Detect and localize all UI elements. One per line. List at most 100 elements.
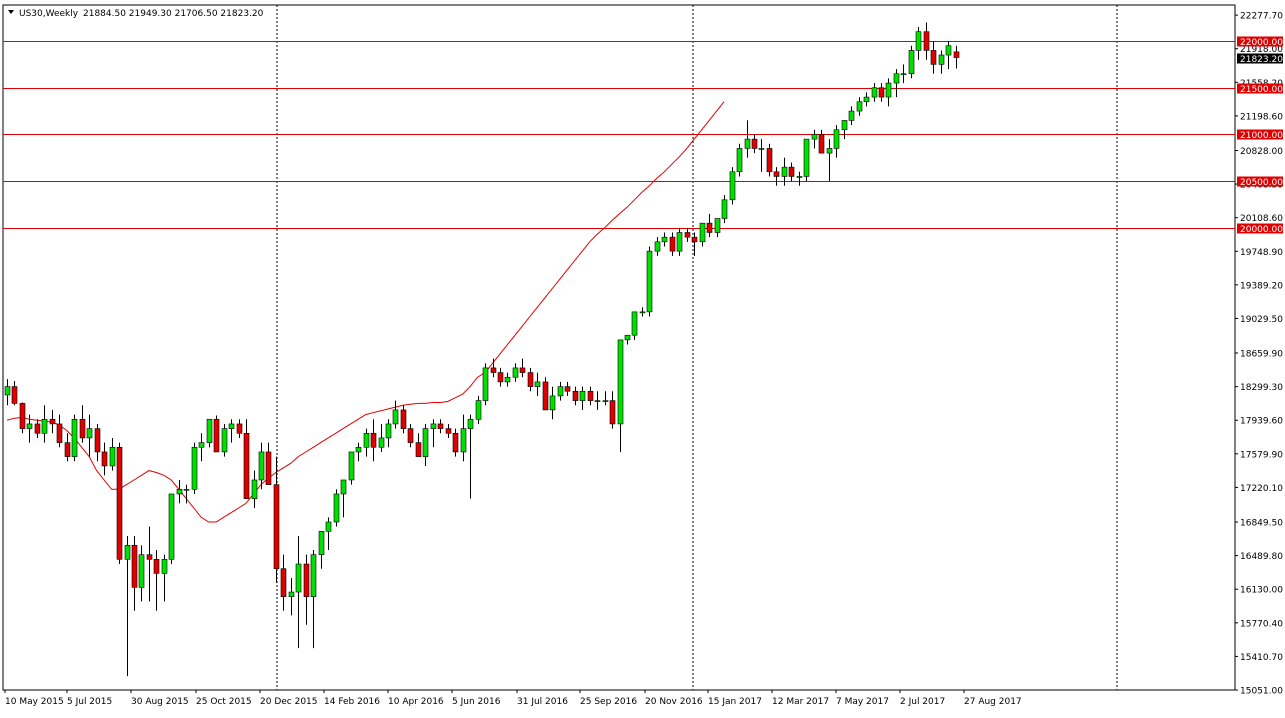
candle-body bbox=[602, 400, 609, 402]
candles bbox=[4, 22, 960, 677]
price-tags: 22000.00 21500.00 21000.00 20500.00 20000.00… bbox=[1237, 36, 1283, 235]
time-axis: 10 May 2015 5 Jul 2015 30 Aug 2015 25 Oct 2… bbox=[4, 690, 1022, 707]
y-tick-label: 16489.80 bbox=[1240, 552, 1283, 562]
candle-body bbox=[519, 367, 526, 373]
current-price-label: 21823.20 bbox=[1240, 55, 1283, 65]
candle-body bbox=[333, 493, 340, 523]
candle-body bbox=[280, 568, 287, 598]
level-tag bbox=[1237, 176, 1283, 187]
level-tag bbox=[1237, 36, 1283, 47]
level-tag bbox=[1237, 129, 1283, 140]
x-tick-label: 7 May 2017 bbox=[836, 697, 889, 707]
candle-body bbox=[288, 591, 295, 598]
candle-body bbox=[856, 101, 863, 112]
candle-body bbox=[101, 451, 108, 467]
candle-body bbox=[691, 236, 698, 243]
candle-body bbox=[124, 545, 131, 560]
candle-body bbox=[744, 138, 751, 149]
current-price-tag bbox=[1237, 53, 1283, 64]
candle-body bbox=[646, 250, 653, 313]
candle-body bbox=[504, 376, 511, 383]
y-tick-label: 17220.10 bbox=[1240, 484, 1283, 494]
candle-body bbox=[116, 446, 123, 560]
candle-body bbox=[109, 446, 116, 467]
y-tick-label: 19748.90 bbox=[1240, 248, 1283, 258]
x-tick-label: 10 Apr 2016 bbox=[388, 697, 444, 707]
candle-body bbox=[871, 87, 878, 98]
candle-body bbox=[900, 73, 907, 76]
candle-body bbox=[796, 176, 803, 178]
candle-body bbox=[654, 241, 661, 252]
candle-body bbox=[273, 484, 280, 569]
y-tick-label: 17939.60 bbox=[1240, 417, 1283, 427]
candle-body bbox=[400, 409, 407, 429]
candle-body bbox=[392, 409, 399, 425]
candle-body bbox=[325, 521, 332, 532]
candle-body bbox=[64, 442, 71, 457]
level-tag bbox=[1237, 223, 1283, 234]
candle-body bbox=[945, 45, 952, 56]
candle-body bbox=[788, 166, 795, 177]
ma-line bbox=[6, 101, 725, 523]
candle-body bbox=[251, 479, 258, 499]
x-tick-label: 5 Jul 2015 bbox=[67, 697, 112, 707]
candle-body bbox=[4, 386, 11, 396]
candle-body bbox=[378, 437, 385, 448]
candle-body bbox=[915, 31, 922, 51]
candle-body bbox=[594, 400, 601, 402]
y-tick-label: 19029.50 bbox=[1240, 315, 1283, 325]
candle-body bbox=[938, 54, 945, 65]
y-tick-label: 18299.30 bbox=[1240, 383, 1283, 393]
y-tick-label: 15770.40 bbox=[1240, 619, 1283, 629]
candle-body bbox=[512, 367, 519, 378]
candle-body bbox=[310, 554, 317, 598]
candle-body bbox=[841, 120, 848, 131]
candle-body bbox=[183, 489, 190, 491]
candle-body bbox=[893, 73, 900, 84]
price-axis: 22277.7021918.0021558.2021198.6020828.00… bbox=[1235, 12, 1283, 697]
dropdown-triangle-icon[interactable] bbox=[8, 10, 14, 14]
candle-body bbox=[848, 110, 855, 121]
candle-body bbox=[930, 50, 937, 65]
candle-body bbox=[176, 489, 183, 495]
candle-body bbox=[781, 166, 788, 177]
candle-body bbox=[168, 493, 175, 560]
candle-body bbox=[542, 381, 549, 411]
candle-body bbox=[161, 559, 168, 574]
candle-body bbox=[228, 423, 235, 429]
candle-body bbox=[811, 134, 818, 140]
candle-body bbox=[549, 395, 556, 411]
candle-body bbox=[258, 451, 265, 481]
candle-body bbox=[41, 418, 48, 434]
candle-body bbox=[191, 446, 198, 490]
candle-body bbox=[348, 451, 355, 481]
candle-body bbox=[751, 138, 758, 149]
candle-body bbox=[557, 386, 564, 397]
candle-body bbox=[198, 442, 205, 448]
candle-body bbox=[153, 559, 160, 574]
candle-body bbox=[490, 367, 497, 373]
x-tick-label: 10 May 2015 bbox=[5, 697, 64, 707]
level-tag bbox=[1237, 83, 1283, 94]
candle-body bbox=[534, 381, 541, 387]
x-tick-label: 31 Jul 2016 bbox=[517, 697, 568, 707]
y-tick-label: 16130.00 bbox=[1240, 586, 1283, 596]
x-tick-label: 27 Aug 2017 bbox=[964, 697, 1022, 707]
candle-body bbox=[497, 372, 504, 383]
candle-body bbox=[138, 554, 145, 588]
candle-body bbox=[684, 232, 691, 238]
candle-body bbox=[721, 199, 728, 219]
y-tick-label: 20828.00 bbox=[1240, 147, 1283, 157]
candle-body bbox=[131, 545, 138, 588]
candle-body bbox=[385, 423, 392, 439]
candle-body bbox=[572, 390, 579, 401]
candle-body bbox=[422, 428, 429, 457]
candle-body bbox=[908, 50, 915, 75]
candle-body bbox=[340, 479, 347, 495]
level-tag-label: 20000.00 bbox=[1240, 225, 1283, 235]
candle-body bbox=[146, 554, 153, 560]
candle-body bbox=[475, 400, 482, 420]
candle-body bbox=[445, 428, 452, 434]
y-tick-label: 15051.00 bbox=[1240, 687, 1283, 697]
